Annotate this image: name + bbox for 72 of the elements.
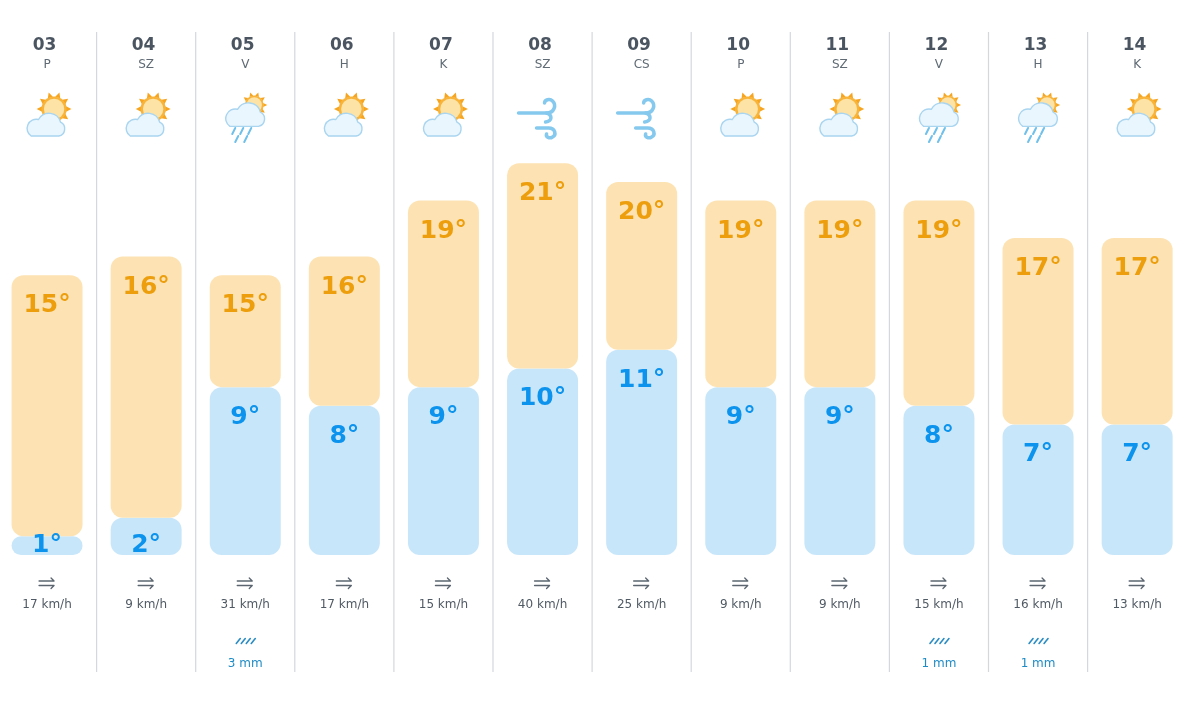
bar — [804, 387, 876, 555]
bar — [1002, 424, 1074, 555]
data-label: 8° — [329, 419, 360, 449]
text: 17 km/h — [319, 597, 370, 611]
bar — [507, 368, 579, 555]
bar — [1002, 237, 1074, 425]
x-tick-label: 09 CS — [627, 34, 651, 71]
data-label: 7° — [1122, 438, 1153, 468]
bar — [903, 405, 975, 555]
x-tick-label: 04 SZ — [131, 34, 156, 71]
bar — [606, 181, 678, 350]
data-label: 11° — [618, 363, 666, 393]
text: 25 km/h — [616, 597, 667, 611]
data-label: 8° — [924, 419, 954, 449]
total-label: 19° — [419, 214, 468, 244]
bar — [705, 200, 777, 388]
text: 17 km/h — [22, 597, 72, 611]
data-label: 7° — [1023, 438, 1053, 468]
text: 9 km/h — [125, 597, 168, 611]
data-label: 2° — [131, 529, 162, 558]
bar — [705, 387, 777, 555]
bar — [407, 387, 479, 555]
bar — [407, 200, 479, 388]
text: 3 mm — [227, 656, 263, 670]
bar — [209, 387, 281, 555]
total-label: 16° — [320, 270, 368, 300]
total-label: 16° — [122, 270, 170, 300]
bar — [1101, 237, 1173, 425]
text: 1 mm — [1020, 656, 1056, 670]
x-tick-label: 07 K — [429, 34, 453, 71]
x-tick-label: 12 V — [924, 34, 949, 71]
total-label: 17° — [1014, 251, 1062, 281]
total-label: 17° — [1113, 251, 1161, 281]
total-label: 19° — [717, 214, 765, 244]
text: 31 km/h — [220, 597, 270, 611]
text: 13 km/h — [1112, 597, 1162, 611]
bar — [110, 256, 182, 518]
x-tick-label: 14 K — [1122, 34, 1147, 71]
data-label: 9° — [725, 401, 756, 431]
x-tick-label: 06 H — [329, 34, 354, 71]
data-label: 9° — [428, 401, 459, 431]
bar — [606, 349, 678, 555]
total-label: 15° — [221, 289, 269, 319]
text: 16 km/h — [1013, 597, 1063, 611]
total-label: 19° — [915, 214, 963, 244]
bar — [308, 405, 380, 555]
total-label: 19° — [816, 214, 864, 244]
text: 15 km/h — [914, 597, 964, 611]
text: 1 mm — [921, 656, 957, 670]
data-label: 9° — [824, 401, 855, 431]
bar — [903, 200, 975, 406]
bar — [308, 256, 380, 406]
total-label: 15° — [23, 289, 71, 319]
x-tick-label: 03 P — [32, 34, 57, 71]
data-label: 9° — [230, 401, 261, 431]
x-tick-label: 05 V — [230, 34, 255, 71]
data-label: 1° — [32, 529, 62, 558]
text: 9 km/h — [818, 597, 861, 611]
text: 9 km/h — [719, 597, 762, 611]
text: 40 km/h — [517, 597, 568, 611]
data-label: 10° — [518, 382, 567, 412]
x-tick-label: 10 P — [726, 34, 751, 71]
bar — [1101, 424, 1173, 555]
bar — [209, 275, 281, 388]
bar — [804, 200, 876, 388]
x-tick-label: 11 SZ — [825, 34, 850, 71]
total-label: 21° — [518, 177, 567, 207]
bar — [507, 163, 579, 369]
text: 15 km/h — [418, 597, 469, 611]
x-tick-label: 13 H — [1023, 34, 1048, 71]
total-label: 20° — [618, 195, 666, 225]
x-tick-label: 08 SZ — [528, 34, 552, 71]
